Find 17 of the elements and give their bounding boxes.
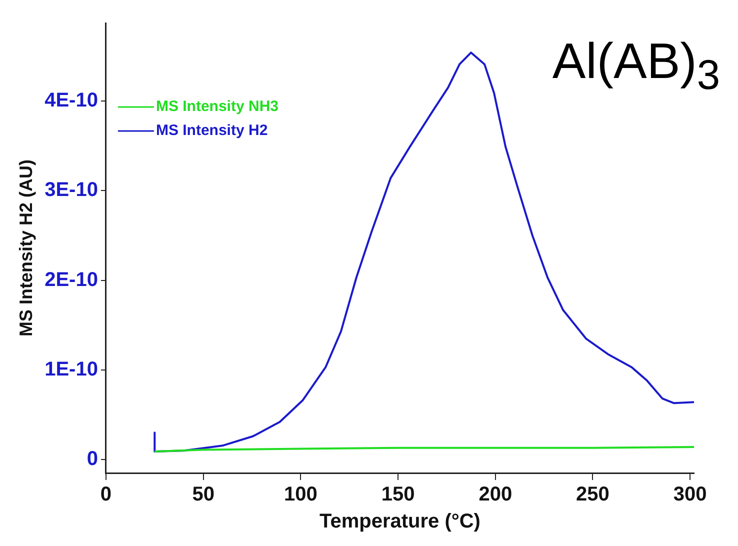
x-tick-label: 200 — [478, 484, 512, 506]
y-tick-label: 2E-10 — [44, 268, 98, 291]
y-axis-title: MS Intensity H2 (AU) — [16, 159, 36, 337]
x-tick-label: 150 — [381, 484, 415, 506]
legend-label: MS Intensity NH3 — [156, 98, 278, 116]
legend-label: MS Intensity H2 — [156, 122, 268, 140]
x-axis-title: Temperature (°C) — [319, 510, 480, 533]
y-tick-label: 1E-10 — [44, 358, 98, 380]
y-tick-label: 0 — [86, 448, 98, 470]
y-tick-label: 4E-10 — [44, 90, 98, 112]
y-tick-label: 3E-10 — [44, 179, 98, 202]
x-tick-label: 250 — [576, 484, 610, 506]
x-tick-label: 300 — [673, 484, 707, 506]
x-tick-label: 0 — [100, 484, 112, 506]
chart-title: Al(AB)$_{3}$ — [552, 33, 720, 98]
x-tick-label: 50 — [192, 484, 214, 506]
x-tick-label: 100 — [284, 484, 318, 506]
